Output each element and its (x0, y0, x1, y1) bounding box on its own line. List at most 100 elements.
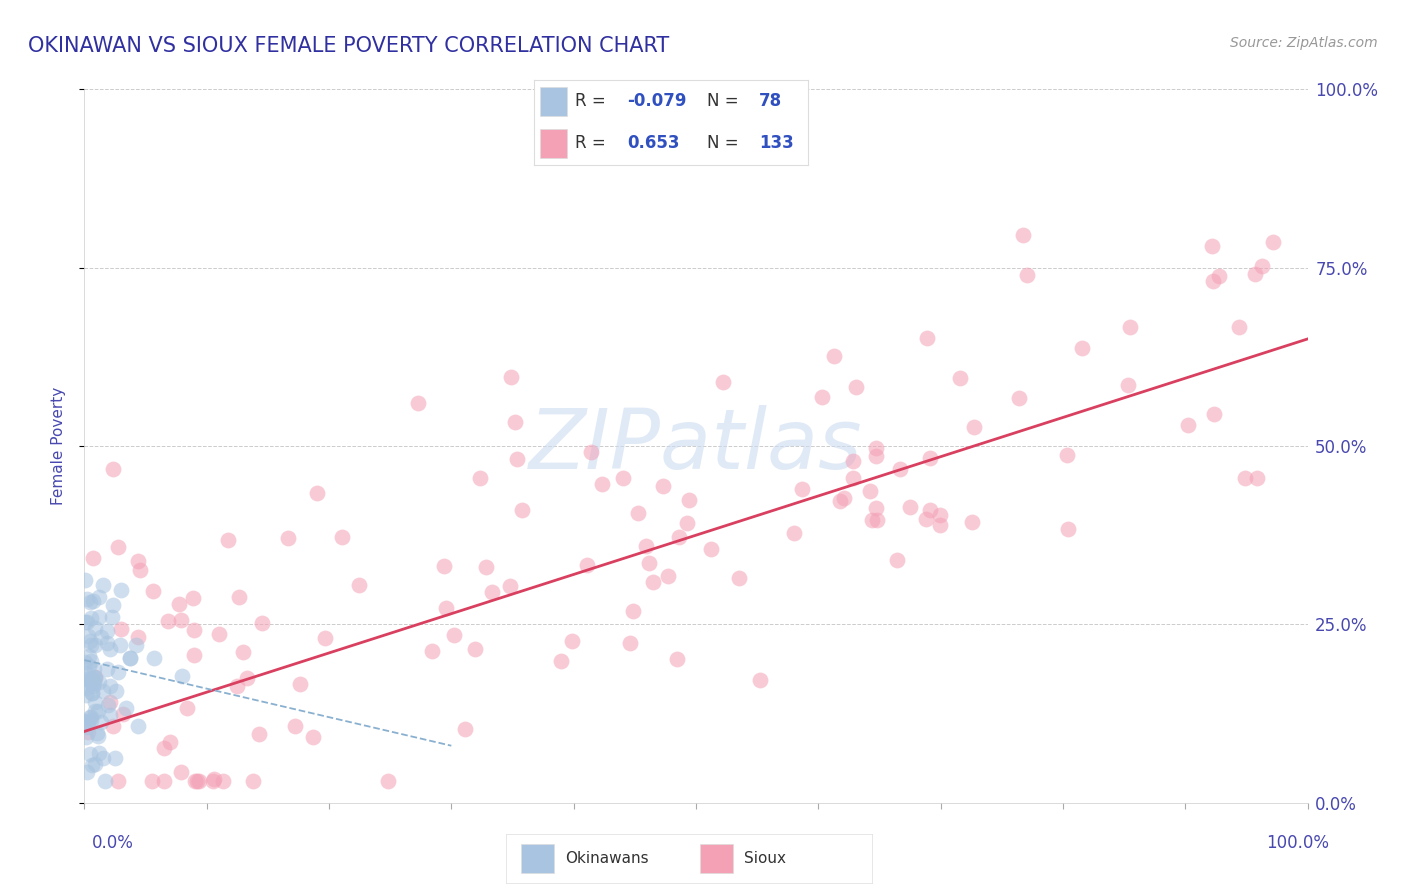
Point (76, 673, 98, 687)
Point (80, 638, 103, 652)
Point (87, 591, 110, 605)
Point (157, 614, 180, 628)
Point (277, 531, 299, 545)
Point (84, 622, 107, 636)
Point (591, 477, 613, 491)
Point (91, 684, 114, 698)
Point (1118, 320, 1140, 334)
Point (79, 595, 101, 609)
Point (866, 513, 889, 527)
Point (651, 479, 673, 493)
Point (79, 747, 101, 761)
Point (176, 701, 198, 715)
Point (236, 671, 259, 685)
Point (666, 652, 689, 666)
Point (302, 731, 325, 745)
Point (503, 415, 526, 429)
Point (433, 559, 456, 574)
Text: N =: N = (707, 92, 744, 110)
Point (186, 774, 208, 789)
Point (330, 530, 353, 544)
Point (728, 571, 751, 585)
FancyBboxPatch shape (540, 87, 567, 116)
Point (183, 648, 205, 663)
Point (842, 471, 865, 485)
Text: ZIPatlas: ZIPatlas (529, 406, 863, 486)
Point (98, 679, 121, 693)
Text: -0.079: -0.079 (627, 92, 688, 110)
Point (153, 740, 176, 755)
Point (506, 452, 529, 467)
Point (80, 686, 103, 700)
Point (475, 560, 498, 574)
Point (120, 650, 142, 665)
Point (84, 756, 107, 771)
Point (87, 610, 110, 624)
Point (82, 673, 104, 687)
Point (159, 734, 181, 748)
Point (1233, 471, 1256, 485)
Point (80, 758, 103, 772)
Point (80, 611, 103, 625)
Point (436, 600, 458, 615)
Point (464, 642, 486, 657)
Point (1011, 227, 1033, 242)
Point (202, 772, 225, 786)
Point (107, 774, 129, 789)
Point (226, 679, 249, 693)
Point (314, 631, 336, 645)
Point (127, 631, 149, 645)
Point (1017, 268, 1039, 282)
Point (80, 686, 103, 700)
Point (82, 679, 104, 693)
Point (1177, 417, 1199, 432)
Point (108, 639, 131, 653)
Point (87, 704, 110, 718)
Point (75, 673, 97, 687)
Point (823, 349, 845, 363)
Point (80, 713, 103, 727)
Point (112, 707, 135, 722)
Point (377, 774, 399, 789)
Point (86, 729, 108, 743)
Point (641, 574, 664, 589)
Point (80, 710, 103, 724)
Text: OKINAWAN VS SIOUX FEMALE POVERTY CORRELATION CHART: OKINAWAN VS SIOUX FEMALE POVERTY CORRELA… (28, 36, 669, 55)
Point (865, 501, 887, 516)
Point (86, 726, 108, 740)
Point (76, 615, 98, 629)
Point (91, 578, 114, 592)
Point (420, 644, 443, 658)
Point (79, 658, 101, 673)
Text: N =: N = (707, 134, 744, 152)
Point (107, 540, 129, 554)
Point (499, 369, 522, 384)
Point (90, 631, 112, 645)
Point (915, 512, 938, 526)
Point (1229, 320, 1251, 334)
Point (90, 714, 112, 729)
Point (232, 645, 254, 659)
Point (76, 681, 98, 695)
Point (76, 720, 98, 734)
Point (443, 628, 465, 642)
Point (830, 493, 852, 508)
Point (1208, 268, 1230, 283)
Point (1071, 341, 1094, 355)
Text: 0.0%: 0.0% (91, 834, 134, 852)
Point (252, 616, 274, 631)
Point (898, 500, 921, 515)
Point (510, 502, 533, 516)
Point (76, 629, 98, 643)
Point (349, 578, 371, 592)
Point (920, 450, 942, 465)
Point (668, 530, 690, 544)
Point (83, 638, 105, 652)
Point (104, 751, 127, 765)
Text: Okinawans: Okinawans (565, 851, 648, 866)
Point (949, 371, 972, 385)
Point (183, 624, 205, 638)
Point (75, 688, 97, 702)
Point (127, 719, 149, 733)
Point (678, 492, 700, 507)
